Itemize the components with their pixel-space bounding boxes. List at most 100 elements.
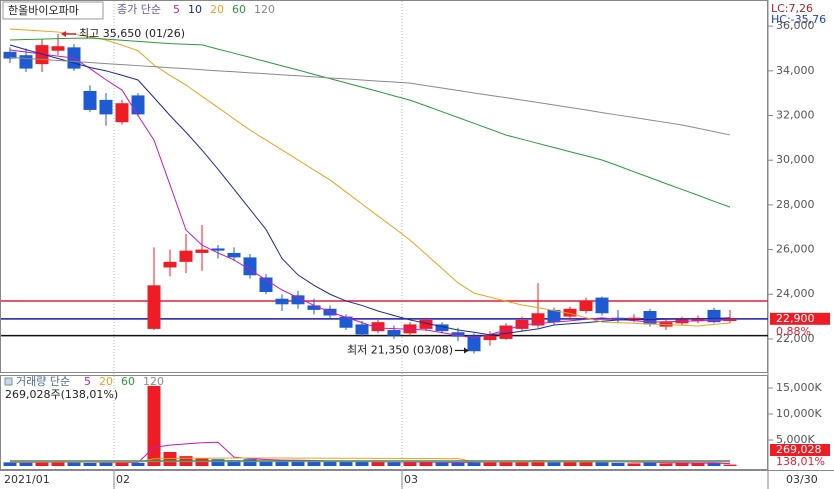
volume-bar — [579, 461, 593, 466]
volume-bar — [467, 460, 481, 466]
moving-average — [9, 44, 731, 336]
volume-bar — [643, 462, 657, 466]
candle-body — [547, 309, 561, 323]
high-annotation: 최고 35,650 (01/26) — [79, 27, 185, 40]
price-change-label: 0,88% — [776, 325, 811, 338]
candle-body — [307, 305, 321, 310]
candle-body — [51, 46, 65, 51]
y-tick-label: 24,000 — [776, 287, 815, 300]
y-tick-label: 34,000 — [776, 64, 815, 77]
volume-bar — [483, 462, 497, 466]
last-date: 03/30 — [786, 473, 818, 486]
candle-body — [243, 257, 257, 276]
volume-bar — [275, 460, 289, 466]
candle-body — [563, 308, 577, 317]
last-volume-badge — [770, 444, 830, 456]
volume-bar — [355, 461, 369, 466]
candle-body — [627, 317, 641, 320]
candle-body — [643, 311, 657, 325]
candle-body — [19, 55, 33, 69]
volume-bar — [531, 460, 545, 466]
volume-bar — [131, 462, 145, 466]
candle-body — [371, 322, 385, 332]
y-tick-label: 22,000 — [776, 332, 815, 345]
stock-name-box[interactable] — [2, 1, 104, 20]
volume-bar — [323, 461, 337, 466]
candle-body — [419, 319, 433, 329]
volume-bar — [451, 462, 465, 466]
x-tick-label: 03 — [404, 473, 418, 486]
volume-bar — [227, 460, 241, 466]
candle-body — [451, 332, 465, 337]
volume-bar — [611, 462, 625, 466]
volume-bar — [547, 461, 561, 466]
hc-label: HC:-35,76 — [771, 13, 826, 26]
candle-body — [691, 318, 705, 322]
volume-bar — [707, 462, 721, 466]
y-tick-label: 36,000 — [776, 19, 815, 32]
volume-bar — [163, 451, 177, 466]
last-price-label: 22,900 — [776, 312, 815, 325]
candle-body — [227, 252, 241, 258]
volume-bar — [563, 461, 577, 466]
volume-legend-prefix: 거래량 단순 — [16, 375, 70, 388]
legend-entry: 60 — [121, 375, 135, 388]
volume-bar — [387, 462, 401, 466]
legend-entry: 20 — [210, 3, 224, 16]
low-arrowhead — [464, 347, 469, 354]
candle-body — [259, 277, 273, 293]
candle-body — [179, 250, 193, 262]
legend-entry: 60 — [232, 3, 246, 16]
volume-bar — [499, 461, 513, 466]
candle-body — [483, 335, 497, 341]
y-tick-label: 26,000 — [776, 243, 815, 256]
volume-bar — [291, 460, 305, 466]
volume-bar — [419, 462, 433, 466]
candle-body — [467, 335, 481, 352]
volume-bar — [259, 460, 273, 466]
legend-entry: 5 — [84, 375, 91, 388]
legend-entry: 120 — [143, 375, 164, 388]
volume-bar — [371, 462, 385, 466]
y-tick-label: 28,000 — [776, 198, 815, 211]
volume-bar — [115, 462, 129, 466]
volume-bar — [3, 462, 17, 466]
candle-body — [195, 249, 209, 253]
candle-body — [115, 103, 129, 123]
volume-bar — [595, 461, 609, 466]
legend-entry: 5 — [173, 3, 180, 16]
volume-bar — [515, 461, 529, 466]
moving-average — [9, 49, 731, 339]
low-annotation: 최저 21,350 (03/08) — [347, 343, 453, 356]
moving-average — [9, 37, 731, 208]
candle-body — [83, 90, 97, 110]
y-tick-label: 30,000 — [776, 153, 815, 166]
volume-info: 269,028주(138,01%) — [5, 388, 118, 401]
volume-bar — [67, 462, 81, 466]
volume-bar — [627, 463, 641, 466]
volume-bar — [99, 462, 113, 466]
high-arrowhead — [61, 30, 66, 37]
y-tick-label: 10,000K — [776, 407, 822, 420]
volume-bar — [35, 461, 49, 466]
candle-body — [291, 295, 305, 305]
volume-bar — [51, 461, 65, 466]
candle-body — [131, 95, 145, 115]
last-volume-label: 269,028 — [776, 443, 822, 456]
legend-entry: 120 — [254, 3, 275, 16]
volume-bar — [83, 462, 97, 466]
candle-body — [99, 99, 113, 115]
stock-name[interactable]: 한올바이오파마 — [8, 4, 79, 17]
legend-entry: 10 — [188, 3, 202, 16]
candle-body — [723, 318, 737, 322]
volume-bar — [659, 463, 673, 466]
moving-average — [9, 56, 731, 136]
candle-body — [531, 313, 545, 326]
volume-bar — [19, 462, 33, 466]
volume-bar — [195, 458, 209, 466]
x-tick-label: 02 — [116, 473, 130, 486]
last-price-badge — [770, 312, 830, 325]
y-tick-label: 5,000K — [776, 433, 815, 446]
candle-body — [275, 298, 289, 305]
